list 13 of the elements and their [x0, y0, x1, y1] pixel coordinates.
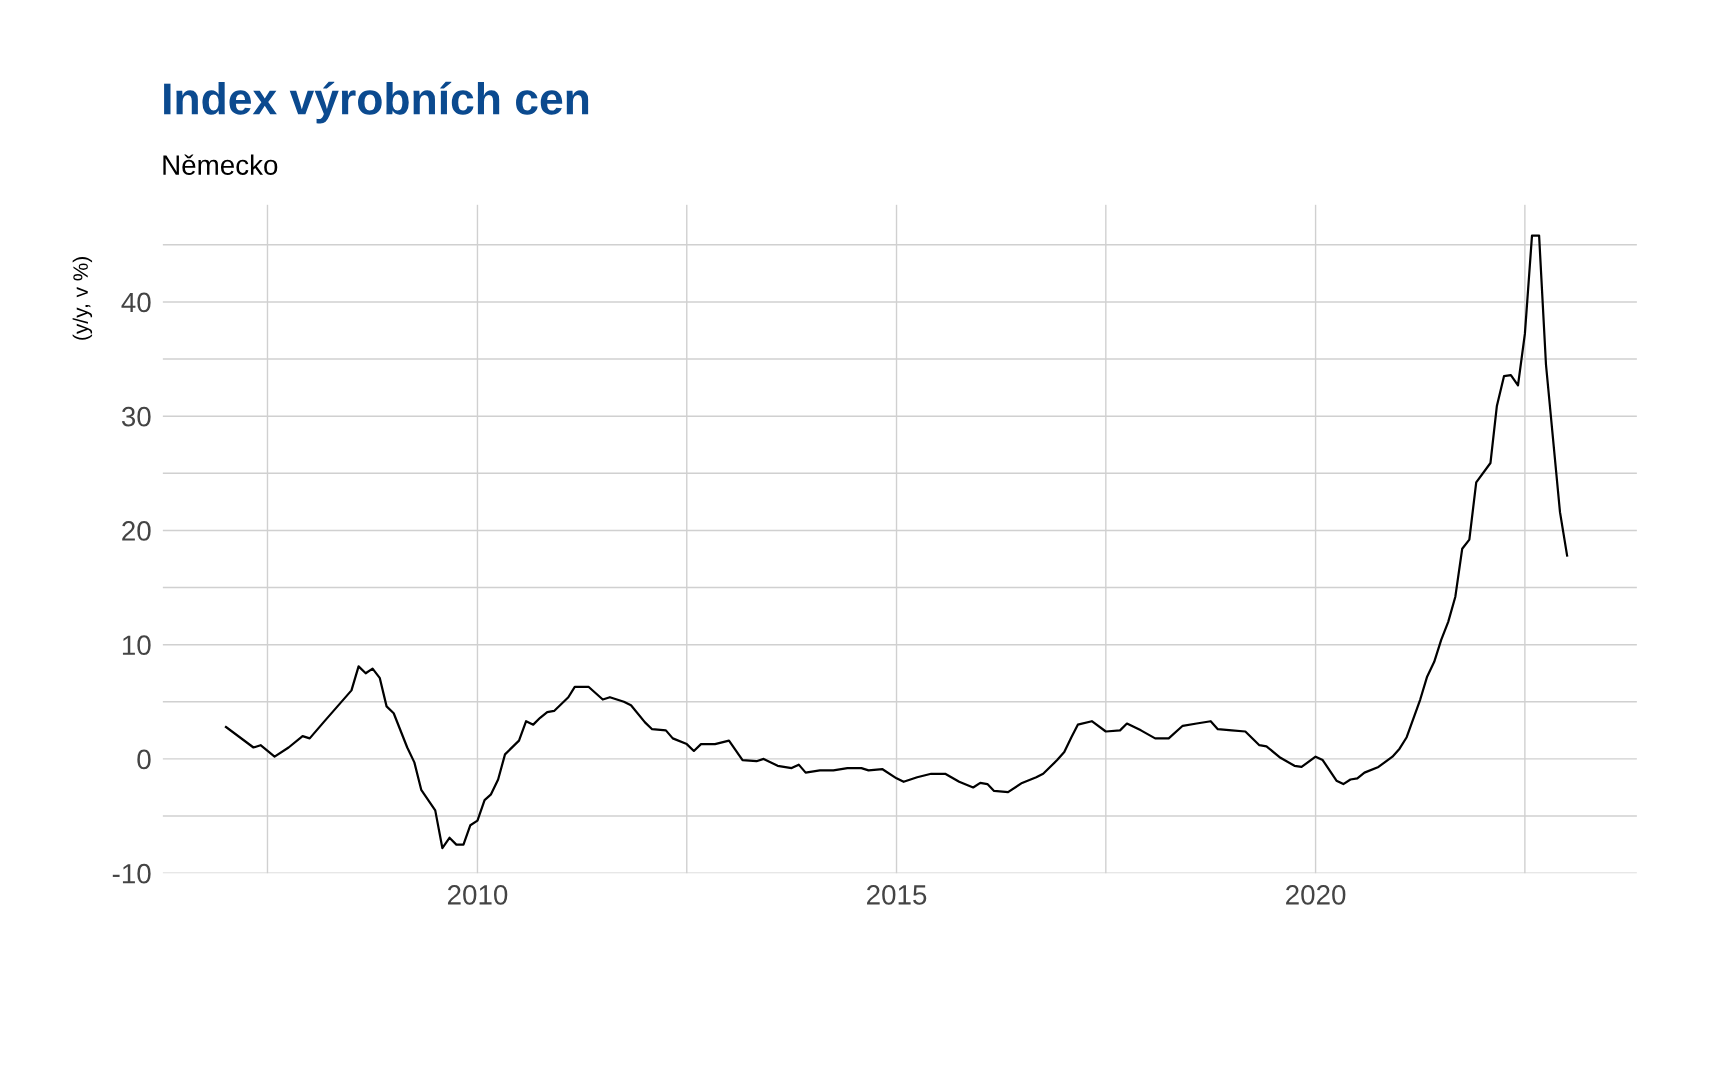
x-tick-label: 2020	[1286, 885, 1346, 905]
chart-subtitle: Německo	[163, 154, 278, 175]
x-tick-label: 2015	[867, 885, 927, 905]
chart-title: Index výrobních cen	[164, 81, 589, 124]
line-series	[224, 234, 1569, 850]
y-tick-label: 0	[137, 749, 151, 770]
y-tick-label: 20	[122, 521, 151, 541]
x-tick-label: 2010	[447, 885, 508, 905]
y-tick-label: 10	[122, 635, 151, 656]
y-axis-title: (y/y, v %)	[72, 257, 93, 340]
y-tick-label: -10	[112, 863, 151, 884]
y-tick-label: 40	[121, 292, 151, 313]
y-tick-label: 30	[121, 406, 151, 427]
